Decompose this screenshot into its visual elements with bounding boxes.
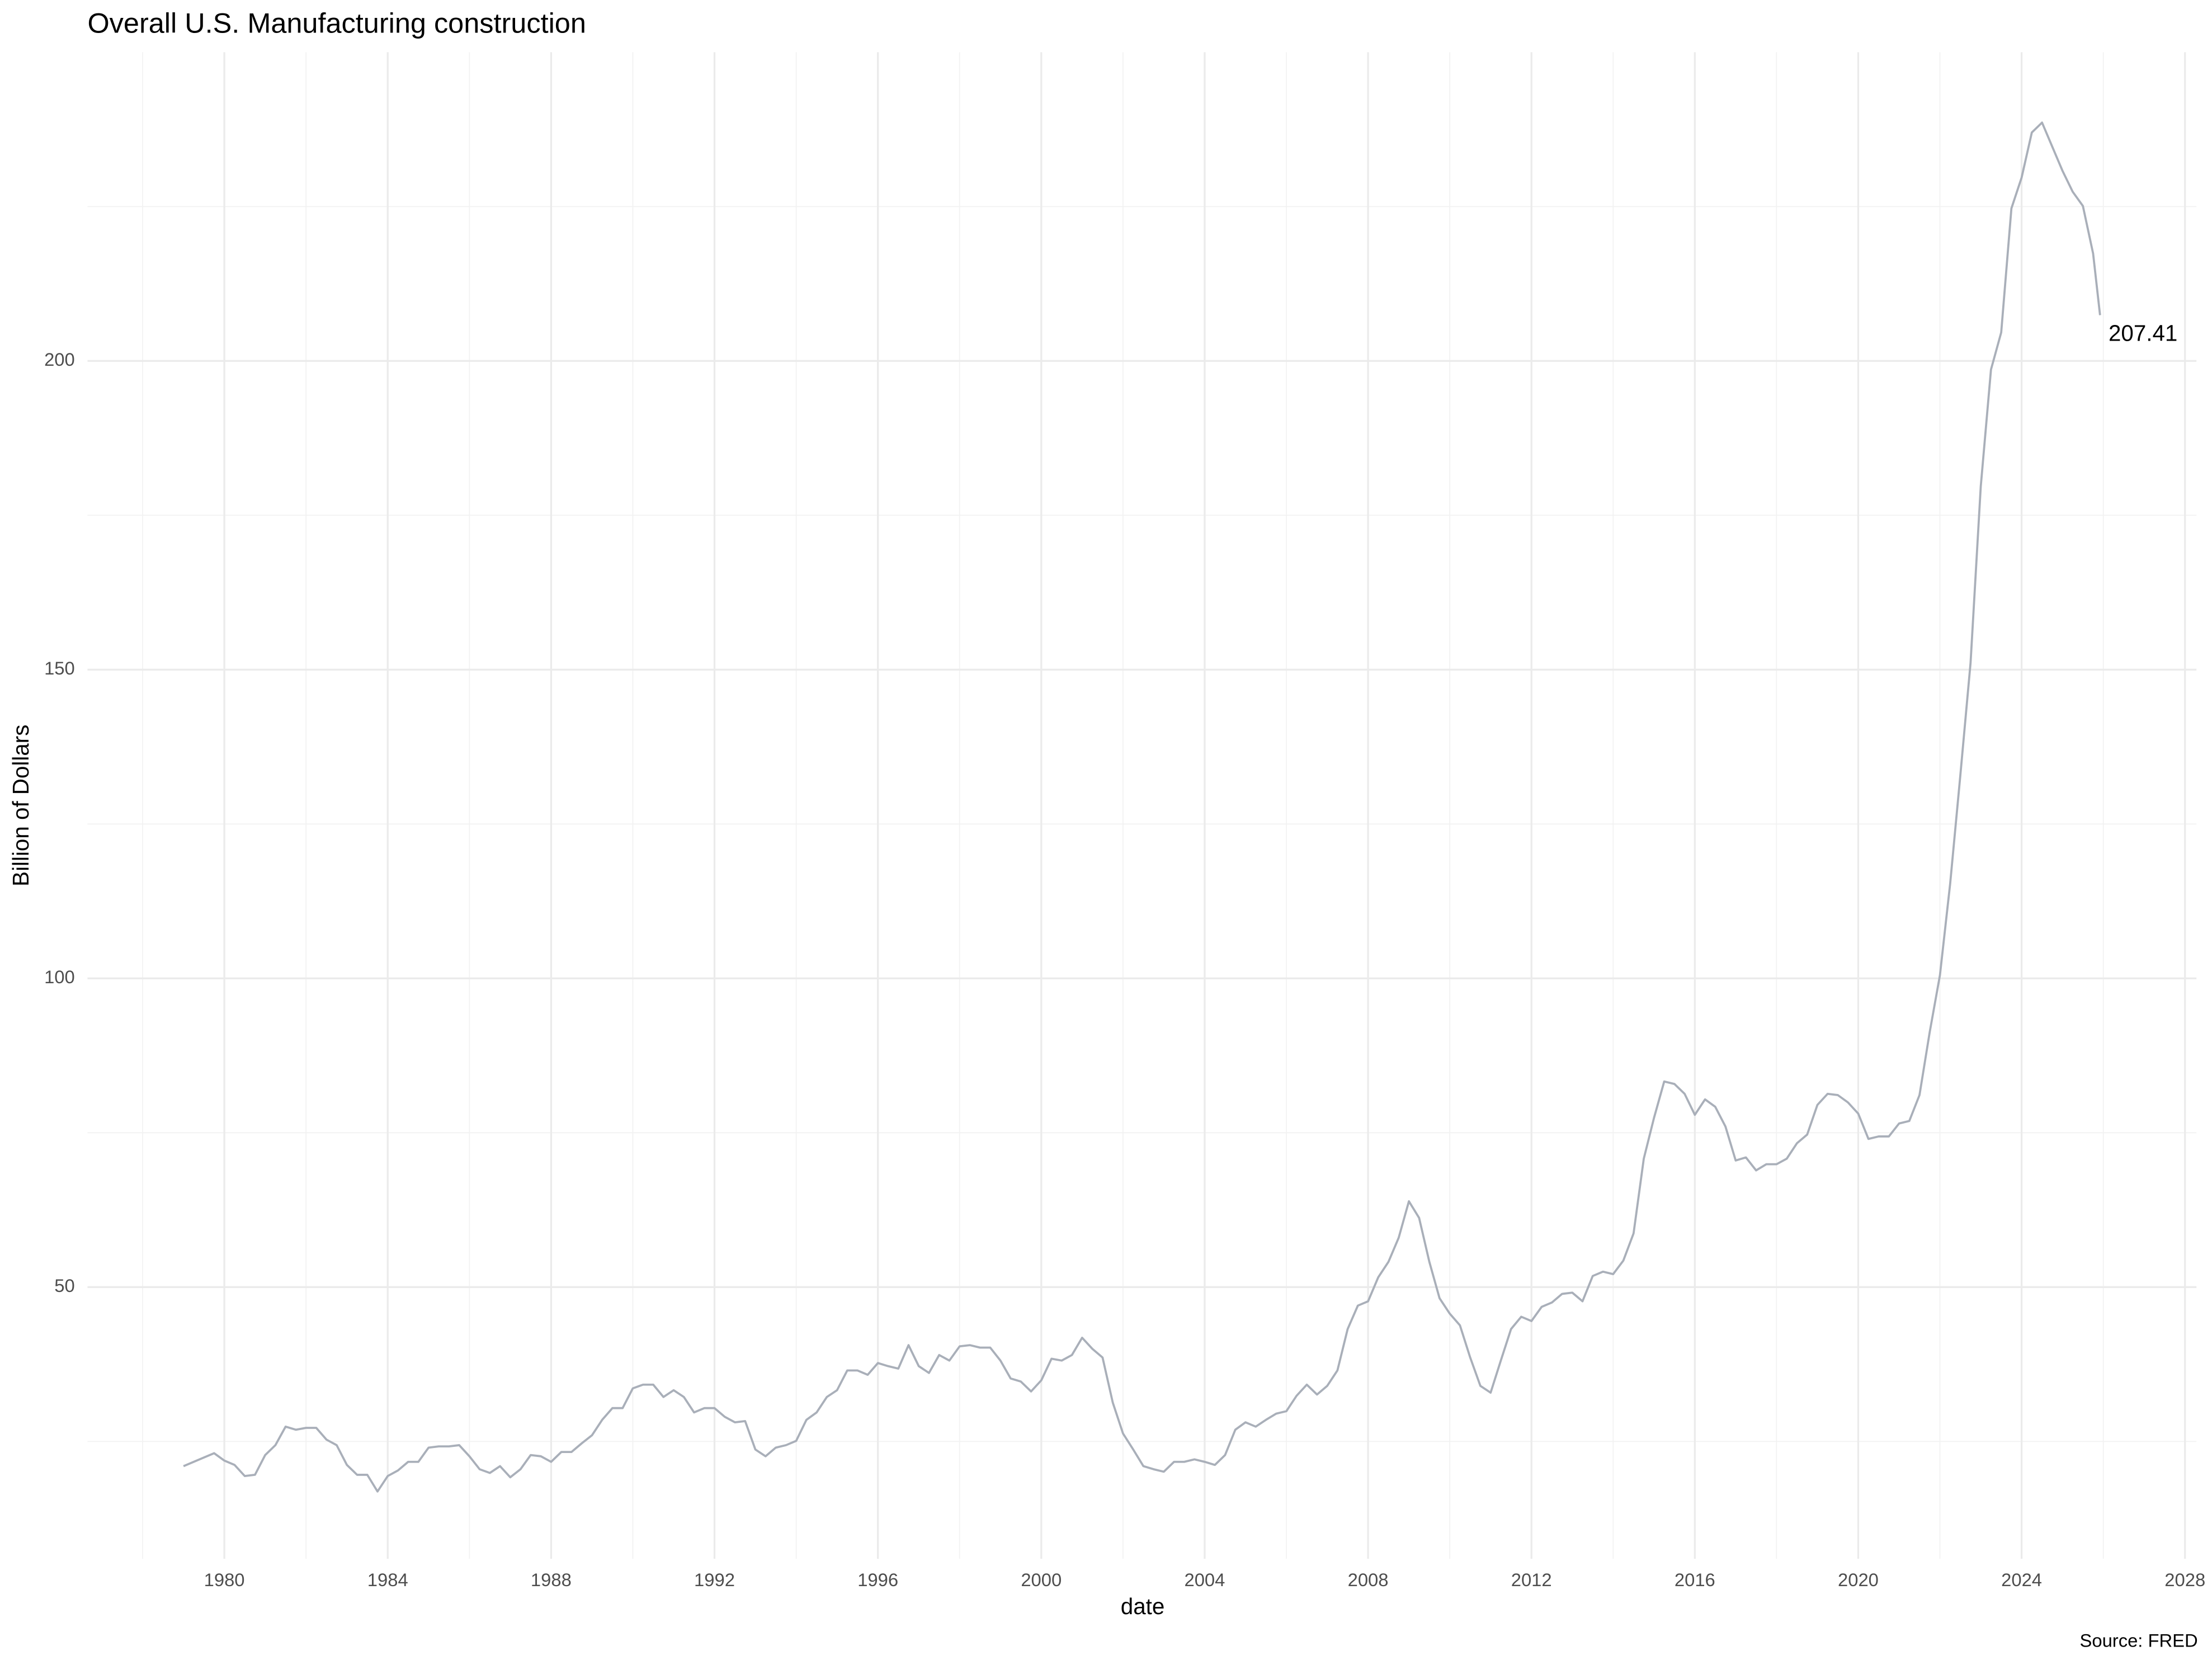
caption: Source: FRED [2079, 1630, 2197, 1651]
grid [87, 52, 2197, 1559]
x-axis-label: date [1121, 1593, 1165, 1619]
x-tick-label: 2000 [1021, 1569, 1062, 1590]
y-axis-label: Billion of Dollars [8, 725, 34, 886]
y-tick-label: 150 [44, 658, 75, 678]
x-tick-label: 1992 [694, 1569, 735, 1590]
last-value-label: 207.41 [2109, 320, 2177, 346]
y-tick-label: 200 [44, 349, 75, 370]
chart-title: Overall U.S. Manufacturing construction [87, 7, 586, 39]
x-tick-label: 2016 [1675, 1569, 1715, 1590]
x-tick-label: 1984 [367, 1569, 408, 1590]
x-tick-label: 1988 [531, 1569, 572, 1590]
y-tick-label: 50 [54, 1275, 74, 1296]
data-line [183, 121, 2101, 1493]
x-tick-label: 2020 [1838, 1569, 1879, 1590]
x-tick-label: 1996 [857, 1569, 898, 1590]
y-tick-label: 100 [44, 966, 75, 987]
x-tick-label: 2024 [2001, 1569, 2042, 1590]
x-tick-label: 2028 [2164, 1569, 2205, 1590]
x-tick-label: 2012 [1511, 1569, 1552, 1590]
x-tick-label: 2004 [1184, 1569, 1225, 1590]
x-tick-label: 2008 [1348, 1569, 1389, 1590]
x-tick-label: 1980 [204, 1569, 245, 1590]
